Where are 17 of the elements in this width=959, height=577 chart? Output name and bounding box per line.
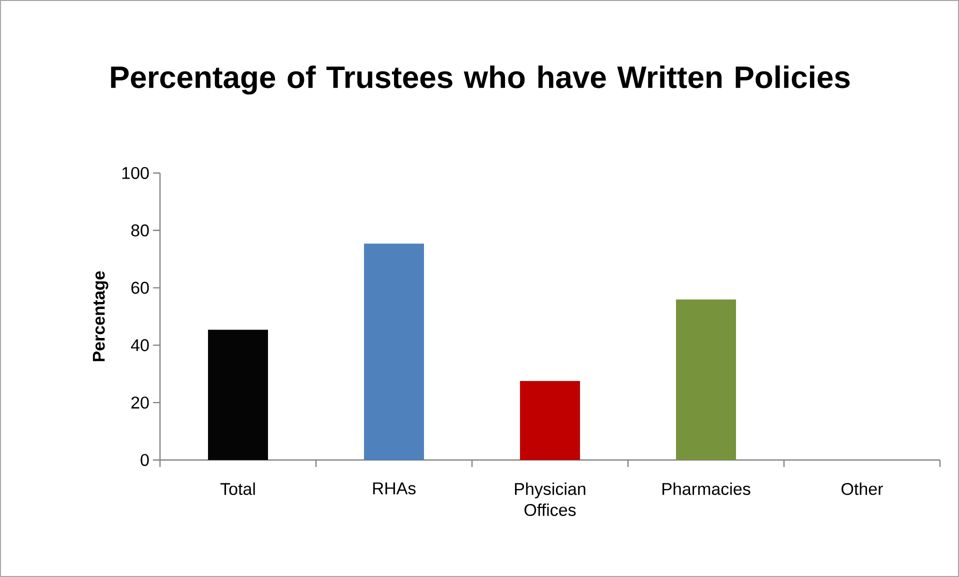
x-tick-label: Physician Offices <box>515 482 586 516</box>
y-tick-label: 0 <box>140 454 149 466</box>
y-tick-label: 40 <box>130 339 149 352</box>
bar <box>364 244 424 460</box>
bar <box>676 300 736 460</box>
y-tick-label: 20 <box>131 396 149 409</box>
bar <box>208 330 268 460</box>
x-tick-label: Pharmacies <box>662 482 750 496</box>
bar <box>520 381 580 460</box>
x-tick-label: Other <box>842 482 883 496</box>
chart-title: Percentage of Trustees who have Written Policies <box>111 65 850 95</box>
y-tick-label: 60 <box>131 282 149 294</box>
y-tick-label: 100 <box>122 166 149 180</box>
x-tick-label: Total <box>220 482 255 496</box>
y-axis-title: Percentage <box>92 271 108 362</box>
x-tick-label: RHAs <box>373 482 416 494</box>
y-tick-label: 80 <box>131 224 149 236</box>
